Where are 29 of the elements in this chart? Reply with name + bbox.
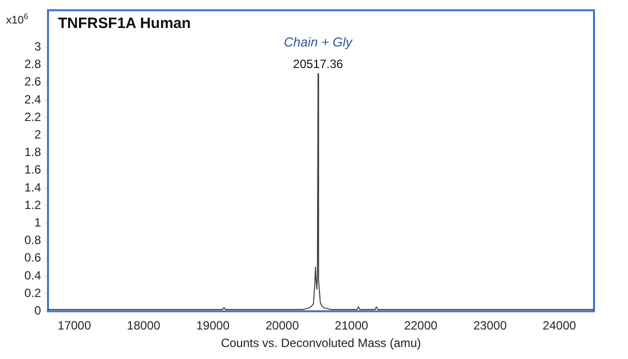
y-axis-title: x10$^{6}$: [6, 12, 28, 27]
y-tick-label: 1.2: [24, 198, 42, 212]
annotation: Chain + Gly: [284, 34, 354, 50]
x-tick-label: 23000: [473, 318, 508, 333]
y-tick-label: 2: [34, 127, 42, 142]
y-tick-label: 1.8: [24, 145, 42, 160]
x-tick-label: 20000: [266, 318, 300, 333]
y-tick-label: 0: [34, 304, 42, 318]
x-tick-label: 22000: [404, 318, 438, 333]
y-tick-label: 1: [34, 216, 42, 230]
x-tick-label: 21000: [334, 318, 368, 333]
annotation: 20517.36: [293, 56, 344, 71]
y-tick-label: 1.4: [24, 180, 42, 194]
x-tick-label: 18000: [126, 318, 161, 333]
y-tick-label: 2.2: [24, 110, 42, 124]
y-tick-label: 0.8: [24, 233, 42, 248]
y-tick-label: 2.4: [24, 92, 42, 106]
y-tick-label: 0.4: [24, 268, 42, 282]
y-tick-label: 2.6: [24, 74, 42, 89]
y-tick-label: 0.6: [24, 250, 42, 265]
y-tick-label: 2.8: [24, 57, 42, 72]
y-tick-label: 0.2: [24, 286, 42, 300]
chart-title: TNFRSF1A Human: [58, 15, 191, 32]
x-tick-label: 17000: [58, 318, 92, 333]
x-axis-title: Counts vs. Deconvoluted Mass (amu): [220, 336, 422, 350]
x-tick-label: 24000: [542, 318, 576, 333]
y-tick-label: 1.6: [24, 162, 42, 177]
y-tick-label: 3: [34, 39, 42, 54]
x-tick-label: 19000: [196, 318, 230, 333]
